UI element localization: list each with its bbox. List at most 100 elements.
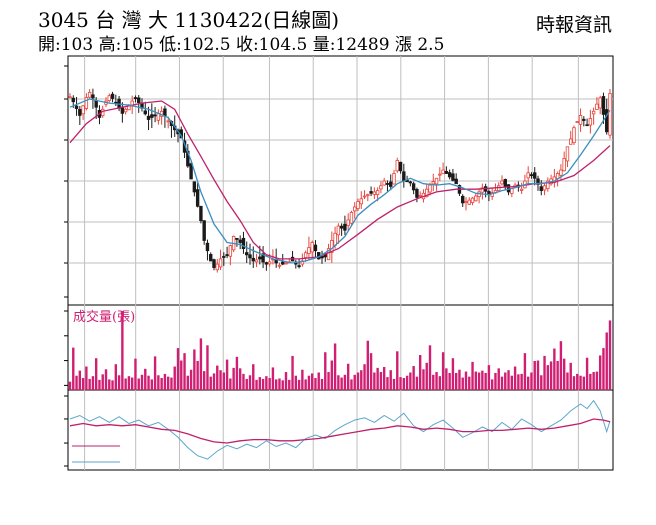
candle-body bbox=[84, 97, 89, 109]
volume-bar bbox=[468, 376, 471, 390]
candle-body bbox=[428, 184, 432, 193]
volume-bar bbox=[170, 377, 173, 390]
candle-body bbox=[506, 184, 511, 193]
volume-bar bbox=[252, 364, 255, 390]
candle-body bbox=[137, 97, 141, 103]
ma10-line bbox=[69, 98, 611, 264]
rsi-panel bbox=[67, 389, 614, 471]
candle-body bbox=[402, 171, 406, 182]
candle-body bbox=[595, 103, 599, 111]
candle-body bbox=[333, 232, 337, 246]
candle-body bbox=[529, 174, 534, 177]
volume-bar bbox=[474, 371, 478, 390]
candle-body bbox=[369, 191, 373, 194]
candle-body bbox=[78, 109, 82, 116]
candle-body bbox=[395, 160, 399, 172]
volume-bar bbox=[441, 352, 445, 390]
volume-bar bbox=[576, 373, 579, 390]
volume-bar bbox=[202, 371, 206, 390]
volume-bar bbox=[510, 375, 514, 390]
volume-bar bbox=[324, 352, 327, 390]
volume-bar bbox=[153, 356, 157, 390]
volume-bar bbox=[490, 379, 494, 390]
volume-bar bbox=[222, 372, 226, 390]
volume-bar bbox=[75, 375, 78, 390]
candle-body bbox=[359, 198, 363, 205]
axis-layer bbox=[64, 65, 68, 467]
volume-bar bbox=[274, 379, 278, 390]
volume-bar bbox=[127, 376, 131, 390]
candle-body bbox=[441, 169, 445, 175]
candle-body bbox=[303, 252, 308, 258]
candle-body bbox=[539, 186, 543, 191]
volume-bar bbox=[356, 372, 360, 390]
volume-bar bbox=[209, 376, 212, 390]
candle-body bbox=[235, 237, 239, 240]
candle-body bbox=[431, 181, 435, 185]
volume-bar bbox=[546, 365, 550, 390]
volume-bar bbox=[484, 372, 487, 390]
candle-body bbox=[110, 93, 115, 99]
volume-bar bbox=[396, 351, 399, 390]
volume-bar bbox=[294, 375, 298, 390]
volume-bar bbox=[579, 375, 582, 390]
candle-body bbox=[143, 110, 147, 115]
volume-bar bbox=[121, 311, 124, 390]
candle-body bbox=[307, 247, 311, 254]
candle-body bbox=[264, 262, 269, 265]
candle-body bbox=[353, 206, 357, 212]
candle-body bbox=[68, 96, 72, 99]
volume-bar bbox=[304, 379, 307, 390]
candle-body bbox=[569, 138, 573, 145]
volume-bar bbox=[530, 372, 533, 390]
candle-body bbox=[107, 95, 111, 101]
candle-body bbox=[585, 124, 589, 127]
volume-bar bbox=[366, 340, 370, 390]
candle-body bbox=[582, 118, 586, 121]
volume-bar bbox=[288, 379, 291, 390]
volume-bar bbox=[68, 381, 72, 390]
volume-bar bbox=[517, 374, 520, 390]
volume-bar bbox=[432, 374, 435, 390]
candle-body bbox=[415, 189, 419, 198]
candle-body bbox=[326, 248, 331, 261]
volume-bar bbox=[206, 345, 209, 390]
volume-bar bbox=[412, 366, 415, 390]
volume-bar bbox=[422, 369, 425, 390]
volume-bar bbox=[350, 379, 353, 390]
volume-bar bbox=[402, 378, 406, 390]
candle-body bbox=[382, 180, 386, 186]
candle-body bbox=[588, 118, 593, 126]
volume-bar bbox=[589, 373, 592, 390]
volume-bar bbox=[340, 377, 343, 390]
candle-body bbox=[444, 170, 449, 174]
volume-bar bbox=[199, 338, 203, 390]
volume-bar bbox=[150, 379, 154, 390]
candle-body bbox=[385, 183, 390, 185]
volume-bar bbox=[307, 375, 311, 390]
volume-bar bbox=[608, 320, 612, 390]
volume-bar bbox=[176, 348, 180, 390]
volume-bar bbox=[598, 355, 602, 390]
volume-bar bbox=[559, 341, 563, 390]
candle-body bbox=[461, 195, 465, 204]
volume-bar bbox=[464, 371, 468, 390]
volume-bar bbox=[180, 360, 183, 390]
volume-bar bbox=[369, 353, 373, 390]
candle-body bbox=[343, 223, 347, 231]
candle-body bbox=[470, 197, 475, 203]
volume-bar bbox=[261, 378, 265, 390]
candle-body bbox=[245, 252, 249, 256]
volume-bar bbox=[487, 365, 491, 390]
candle-body bbox=[389, 181, 393, 187]
candle-body bbox=[533, 172, 537, 179]
volume-bar bbox=[327, 372, 330, 390]
candle-body bbox=[379, 185, 383, 190]
candle-body bbox=[474, 195, 478, 202]
candle-body bbox=[578, 115, 583, 125]
volume-bar bbox=[297, 379, 301, 390]
candle-body bbox=[438, 173, 442, 176]
volume-bar bbox=[255, 379, 258, 390]
candle-body bbox=[346, 219, 350, 227]
volume-bar bbox=[225, 359, 229, 390]
